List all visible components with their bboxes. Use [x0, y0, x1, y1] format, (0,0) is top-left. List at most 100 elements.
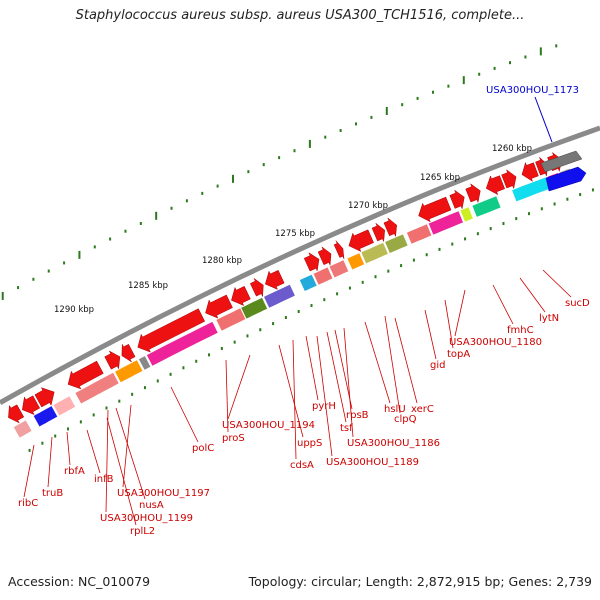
scale-tick: [385, 107, 388, 116]
gene-leader-line: [334, 329, 353, 410]
inner-tick: [489, 227, 492, 231]
inner-tick: [92, 413, 95, 417]
gene-block: [361, 242, 388, 264]
inner-tick: [220, 346, 223, 350]
inner-tick: [28, 448, 31, 452]
inner-tick: [553, 202, 556, 206]
gene-leader-line: [305, 335, 319, 401]
gene-leader-line: [326, 331, 347, 423]
gene-label: cdsA: [290, 460, 314, 471]
gene-arrow: [521, 161, 539, 182]
gene-block: [347, 253, 365, 270]
gene-arrow: [333, 240, 345, 260]
scale-tick: [93, 245, 96, 249]
gene-leader-line: [115, 407, 146, 500]
gene-label: pyrH: [312, 401, 336, 412]
gene-arrow: [104, 350, 121, 370]
scale-tick: [78, 250, 81, 259]
gene-block: [472, 196, 501, 217]
gene-arrow: [465, 183, 481, 204]
inner-tick: [195, 359, 198, 363]
scale-tick: [416, 96, 419, 100]
gene-arrow: [264, 269, 285, 290]
gene-label: hslU: [384, 404, 406, 415]
inner-tick: [387, 269, 390, 273]
gene-leader-line: [47, 436, 53, 488]
scale-tick: [324, 135, 327, 139]
inner-tick: [400, 264, 403, 268]
gene-block: [460, 207, 473, 222]
scale-tick: [262, 163, 265, 167]
gene-arrow: [501, 169, 517, 190]
inner-tick: [502, 222, 505, 226]
scale-tick: [308, 139, 311, 148]
gene-arrow: [205, 294, 233, 319]
gene-label: tsf: [340, 423, 353, 434]
gene-arrow: [34, 387, 55, 408]
gene-arrow: [383, 217, 397, 237]
highlight-gene-label: USA300HOU_1173: [486, 85, 579, 96]
gene-label: lytN: [539, 313, 559, 324]
gene-leader-line: [316, 335, 333, 457]
callout-line: [534, 96, 553, 143]
gene-leader-line: [66, 431, 71, 466]
gene-block: [115, 360, 143, 383]
gene-label: polC: [192, 443, 214, 454]
gene-block: [241, 297, 268, 319]
gene-label: USA300HOU_1199: [100, 513, 193, 524]
gene-leader-line: [384, 315, 401, 414]
map-title: Staphylococcus aureus subsp. aureus USA3…: [75, 8, 525, 23]
inner-tick: [374, 275, 377, 279]
kbp-label: 1275 kbp: [275, 229, 315, 239]
inner-tick: [41, 441, 44, 445]
gene-block: [216, 308, 246, 331]
gene-label: topA: [447, 349, 470, 360]
gene-block: [75, 372, 119, 404]
inner-tick: [79, 420, 82, 424]
gene-leader-line: [343, 327, 354, 438]
inner-tick: [528, 212, 531, 216]
scale-tick: [124, 229, 127, 233]
gene-block: [329, 260, 349, 278]
gene-block: [264, 284, 295, 308]
gene-arrow: [137, 308, 206, 353]
inner-tick: [297, 310, 300, 314]
inner-tick: [348, 286, 351, 290]
kbp-label: 1290 kbp: [54, 305, 94, 315]
gene-leader-line: [170, 386, 199, 443]
gene-label: USA300HOU_1189: [326, 457, 419, 468]
gene-labels: USA300HOU_1173 sucD lytN fmhCUSA300HOU_1180…: [18, 85, 590, 537]
gene-block: [512, 177, 550, 202]
gene-usa300hou-1173-grey: [540, 150, 583, 173]
gene-arrow: [485, 175, 506, 196]
gene-block: [428, 211, 463, 235]
gene-features: [8, 150, 587, 438]
gene-leader-line: [106, 417, 137, 526]
gene-label: nusA: [139, 500, 164, 511]
scale-tick: [47, 269, 50, 273]
inner-tick: [336, 292, 339, 296]
kbp-label: 1260 kbp: [492, 144, 532, 154]
inner-tick: [182, 366, 185, 370]
gene-arrow: [418, 196, 452, 223]
gene-leader-line: [278, 344, 304, 438]
gene-leader-line: [227, 354, 251, 420]
gene-label: clpQ: [394, 414, 417, 425]
gene-label: USA300HOU_1197: [117, 488, 210, 499]
gene-label: truB: [42, 488, 63, 499]
scale-tick: [32, 277, 35, 281]
inner-tick: [438, 247, 441, 251]
inner-tick: [259, 328, 262, 332]
scale-ticks: [1, 44, 594, 452]
genome-backbone: [0, 125, 600, 405]
inner-tick: [451, 242, 454, 246]
scale-tick: [524, 55, 527, 59]
gene-leader-line: [86, 429, 101, 474]
gene-leader-line: [292, 339, 297, 460]
gene-leader-line: [364, 321, 391, 404]
gene-arrow: [8, 404, 25, 424]
gene-leader-line: [105, 409, 109, 513]
gene-arrow: [22, 395, 41, 416]
gene-label: xerC: [411, 404, 434, 415]
